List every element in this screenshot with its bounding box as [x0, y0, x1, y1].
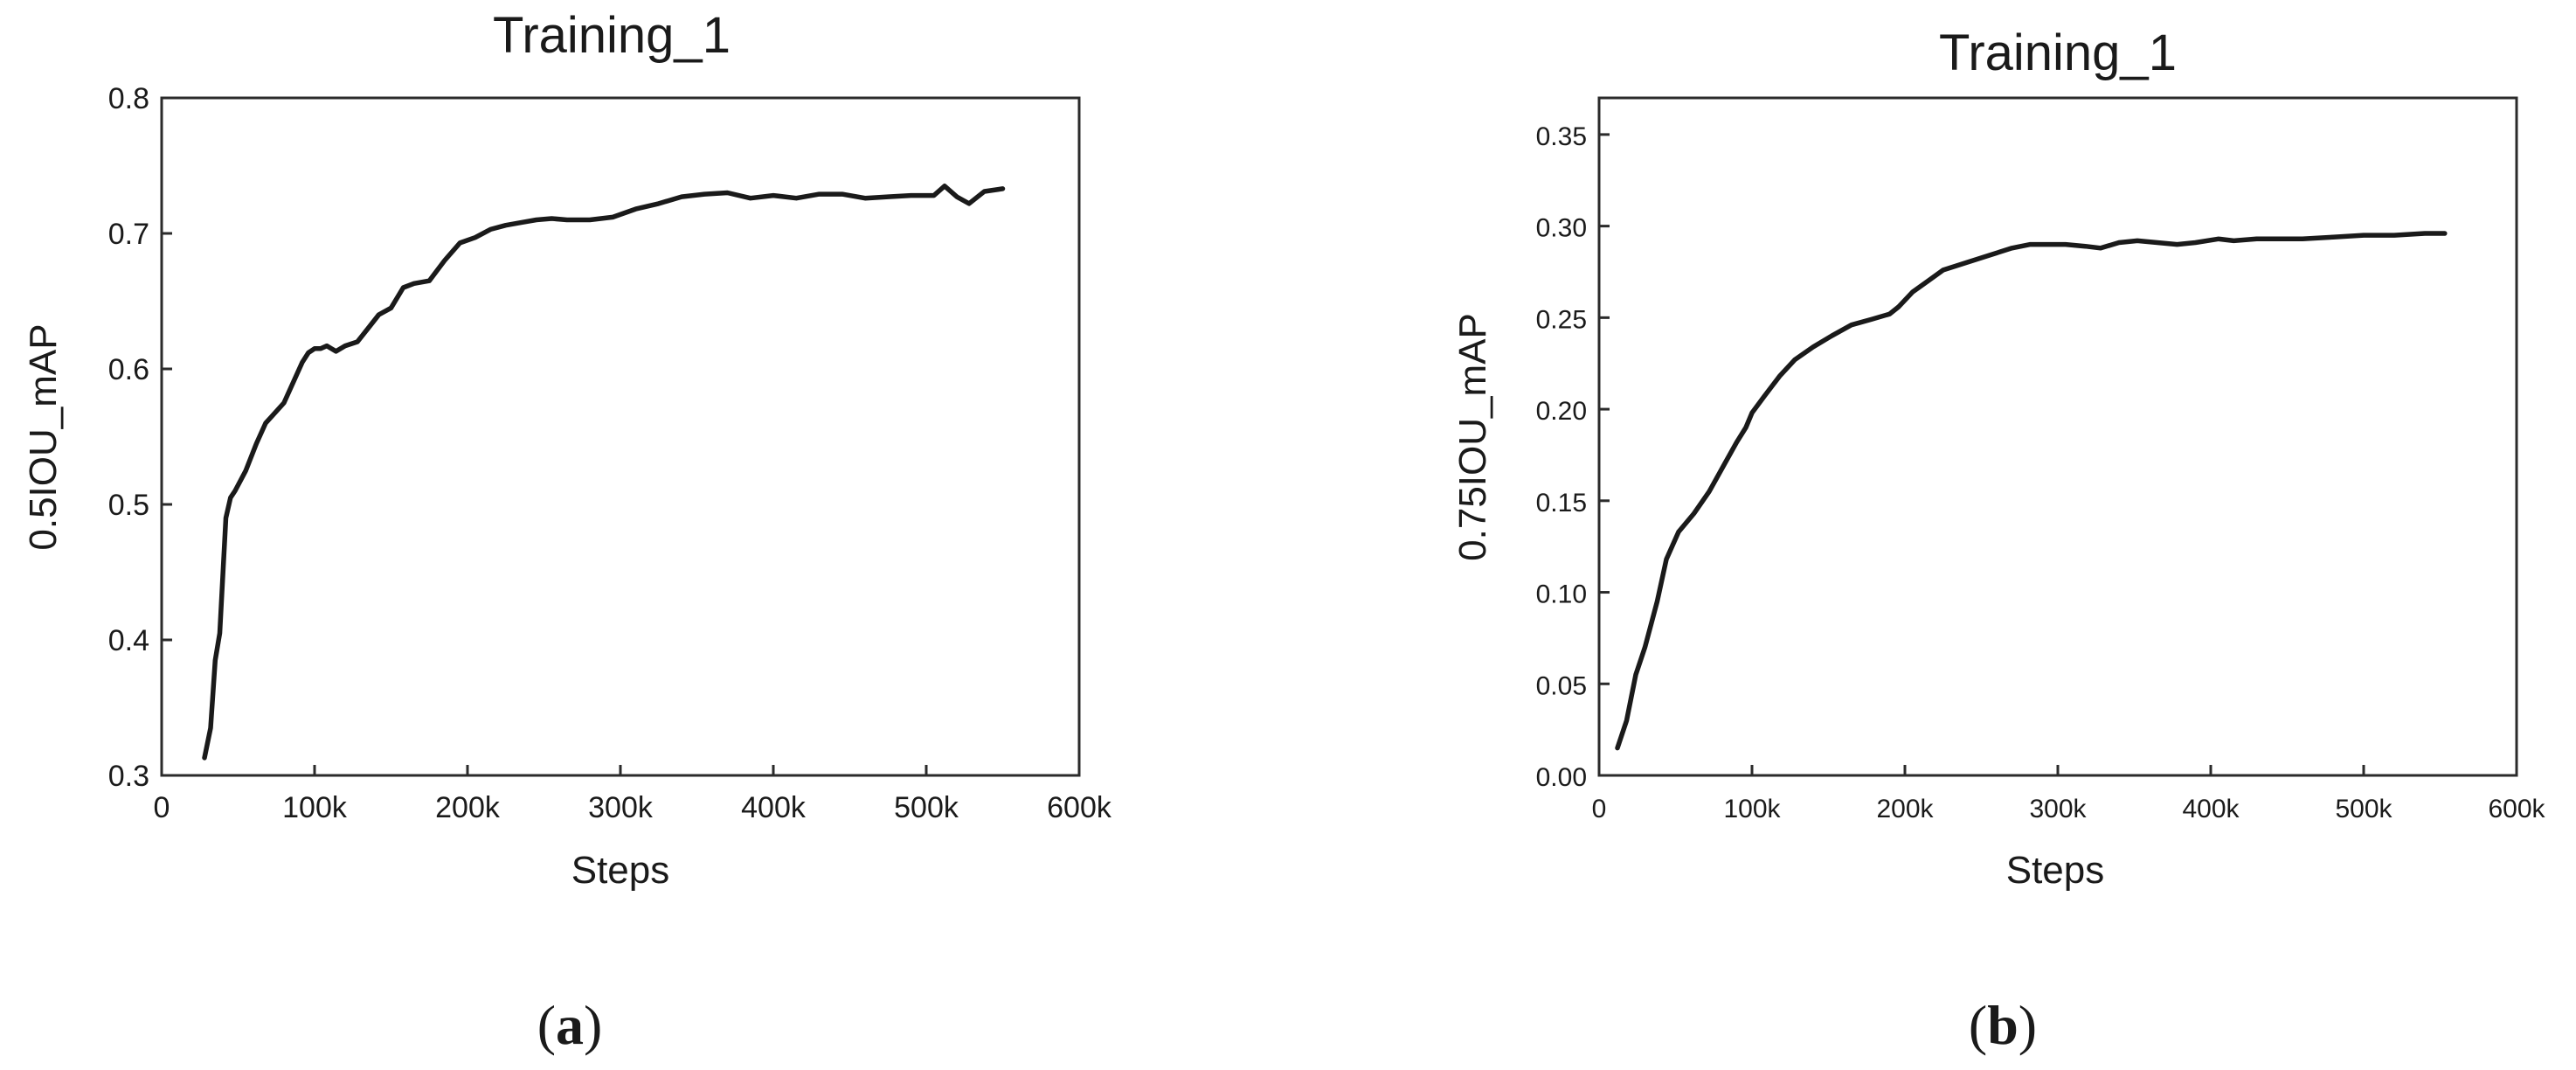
x-tick-label: 600k: [2488, 795, 2545, 823]
x-tick-label: 500k: [894, 791, 959, 824]
series-line: [202, 184, 1006, 761]
plot-frame: [160, 96, 1081, 777]
x-axis-label: Steps: [2006, 849, 2105, 892]
x-tick-label: 200k: [1876, 795, 1934, 823]
y-tick-label: 0.00: [1536, 763, 1587, 792]
x-tick-label: 100k: [282, 791, 348, 824]
y-tick-label: 0.05: [1536, 671, 1587, 700]
x-tick-label: 600k: [1047, 791, 1112, 824]
chart-title: Training_1: [493, 7, 731, 64]
y-tick-label: 0.30: [1536, 214, 1587, 243]
panel-label-b: (b): [1969, 994, 2037, 1056]
chart-panel-b: Training_1 0 100k 200k 300k 400k 500k 600k 0.00…: [1451, 24, 2546, 1056]
panel-label-a: (a): [537, 994, 603, 1056]
series-line: [1615, 231, 2448, 751]
y-axis-label: 0.5IOU_mAP: [22, 323, 65, 550]
y-axis-label: 0.75IOU_mAP: [1451, 313, 1494, 561]
axis-ticks: [1597, 133, 2518, 777]
axis-tick-labels: 0 100k 200k 300k 400k 500k 600k 0.3 0.4 0.5 0.6 0.7…: [108, 82, 1112, 824]
x-axis-label: Steps: [571, 849, 670, 892]
x-tick-label: 100k: [1723, 795, 1781, 823]
x-tick-label: 0: [154, 791, 170, 824]
y-tick-label: 0.6: [108, 353, 149, 386]
y-tick-label: 0.25: [1536, 305, 1587, 334]
x-tick-label: 400k: [2182, 795, 2240, 823]
axis-tick-labels: 0 100k 200k 300k 400k 500k 600k 0.00 0.05 0.10 0.1…: [1536, 122, 2546, 823]
y-tick-label: 0.8: [108, 82, 149, 115]
y-tick-label: 0.3: [108, 760, 149, 793]
x-tick-label: 0: [1592, 795, 1607, 823]
chart-title: Training_1: [1939, 24, 2177, 81]
x-tick-label: 300k: [588, 791, 654, 824]
x-tick-label: 500k: [2335, 795, 2392, 823]
chart-panel-a: Training_1 0 100k 200k 300k 400k 500k 600k0.30…: [22, 7, 1112, 1056]
plot-frame: [1597, 96, 2518, 777]
y-tick-label: 0.20: [1536, 397, 1587, 426]
y-tick-label: 0.10: [1536, 580, 1587, 609]
y-tick-label: 0.15: [1536, 489, 1587, 518]
x-tick-label: 200k: [435, 791, 501, 824]
x-tick-label: 300k: [2029, 795, 2087, 823]
x-tick-label: 400k: [741, 791, 807, 824]
axis-ticks: [160, 96, 1081, 777]
y-tick-label: 0.35: [1536, 122, 1587, 151]
y-tick-label: 0.4: [108, 624, 149, 657]
y-tick-label: 0.5: [108, 489, 149, 522]
y-tick-label: 0.7: [108, 218, 149, 251]
